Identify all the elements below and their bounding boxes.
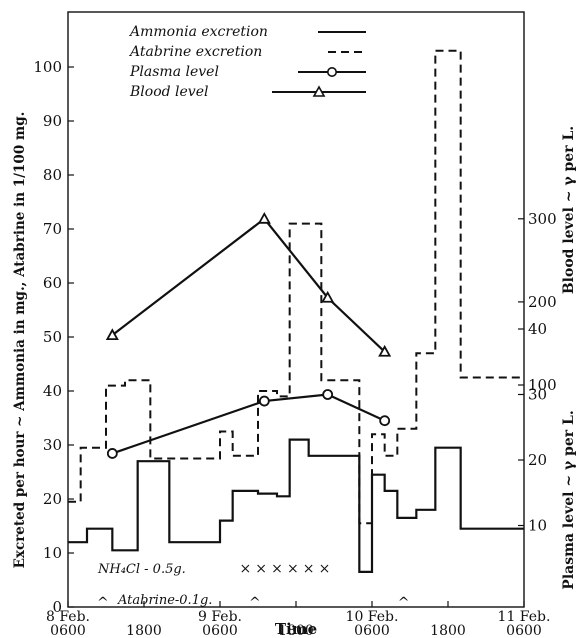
y-right-plasma-tick-label: 10 <box>528 517 547 535</box>
x-tick-label-time: 1800 <box>278 623 314 638</box>
nh4cl-dose-mark: × <box>303 561 315 577</box>
blood-level-line <box>111 217 386 353</box>
x-tick-label-date: 11 Feb. <box>498 609 551 625</box>
y-left-tick-label: 70 <box>43 220 62 238</box>
legend-label: Blood level <box>129 84 208 100</box>
series-layer <box>68 49 524 573</box>
plasma-level-point <box>106 448 118 459</box>
y-right-plasma-tick-label: 20 <box>528 451 547 469</box>
y-left-tick-label: 60 <box>43 274 62 292</box>
y-right-plasma-tick-label: 40 <box>528 320 547 338</box>
nh4cl-label: NH₄Cl - 0.5g. <box>97 562 186 577</box>
y-right-blood-tick-label: 100 <box>528 376 557 394</box>
blood-level-point <box>321 290 335 303</box>
x-tick-label-time: 1800 <box>430 623 466 638</box>
blood-level-point <box>105 328 119 341</box>
x-tick-label-time: 1800 <box>126 623 162 638</box>
legend-label: Atabrine excretion <box>128 44 262 60</box>
nh4cl-dose-mark: × <box>287 561 299 577</box>
nh4cl-dose-mark: × <box>239 561 251 577</box>
legend-label: Plasma level <box>129 64 219 80</box>
y-left-tick-label: 90 <box>43 112 62 130</box>
plasma-level-point <box>258 395 270 407</box>
x-tick-label-date: 8 Feb. <box>46 609 90 625</box>
plot-frame <box>67 11 525 608</box>
atabrine-dose-mark: ^ <box>97 595 109 611</box>
plasma-level-point <box>322 389 334 400</box>
plasma-level-point <box>379 415 391 427</box>
legend-triangle-marker <box>312 85 326 97</box>
y-left-tick-label: 10 <box>43 544 62 562</box>
y-left-tick-label: 100 <box>33 58 62 76</box>
plasma-level-line <box>111 393 386 455</box>
nh4cl-dose-mark: × <box>271 561 283 577</box>
ammonia-excretion-line <box>68 438 524 573</box>
atabrine-excretion-line <box>68 49 524 525</box>
legend: Ammonia excretion Atabrine excretion Plasm… <box>128 24 366 100</box>
y-right-plasma-axis-label: Plasma level ~ γ per L. <box>561 410 577 589</box>
blood-level-point <box>378 344 392 357</box>
y-left-tick-label: 20 <box>43 490 62 508</box>
x-tick-label-date: 10 Feb. <box>346 609 399 625</box>
annotations: NH₄Cl - 0.5g. × × × × × ×Atabrine-0.1g.^ ^ ^ <box>97 561 410 611</box>
y-left-tick-label: 50 <box>43 328 62 346</box>
legend-label: Ammonia excretion <box>128 24 268 40</box>
x-tick-label-time: 0600 <box>506 623 542 638</box>
atabrine-dose-mark: ^ <box>249 595 261 611</box>
y-right-plasma-tick-label: 30 <box>528 386 547 404</box>
blood-level-point <box>257 211 271 224</box>
x-tick-label-time: 0600 <box>50 623 86 638</box>
y-left-tick-label: 0 <box>52 598 62 616</box>
y-right-blood-tick-label: 200 <box>528 293 557 311</box>
y-right-blood-axis-label: Blood level ~ γ per L. <box>561 126 577 294</box>
atabrine-dose-label: Atabrine-0.1g. <box>117 593 212 608</box>
nh4cl-dose-mark: × <box>319 561 331 577</box>
y-left-tick-label: 30 <box>43 436 62 454</box>
y-left-axis-label: Excreted per hour ~ Ammonia in mg., Atab… <box>12 112 28 569</box>
y-left-tick-label: 40 <box>43 382 62 400</box>
x-axis-label: Time <box>275 620 317 638</box>
legend-circle-marker <box>326 67 337 78</box>
atabrine-dose-mark: ^ <box>398 595 410 611</box>
x-tick-label-time: 0600 <box>202 623 238 638</box>
nh4cl-dose-mark: × <box>255 561 267 577</box>
y-left-tick-label: 80 <box>43 166 62 184</box>
x-tick-label-date: 9 Feb. <box>198 609 242 625</box>
y-right-blood-tick-label: 300 <box>528 210 557 228</box>
x-tick-label-time: 0600 <box>354 623 390 638</box>
